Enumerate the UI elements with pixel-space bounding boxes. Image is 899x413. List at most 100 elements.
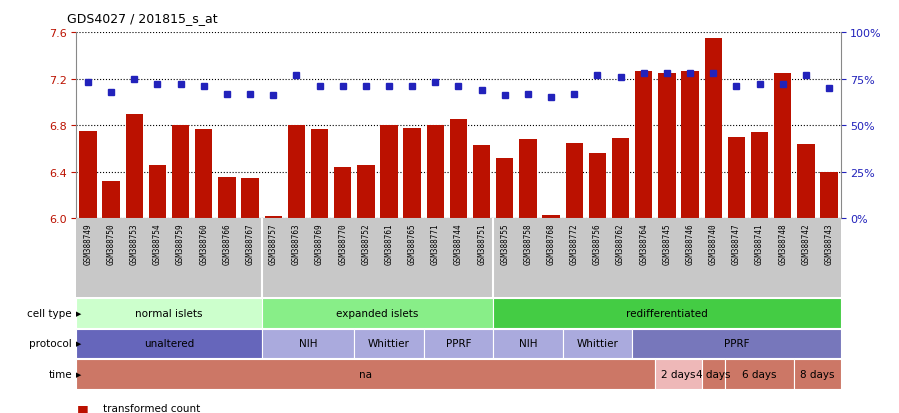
Text: GSM388767: GSM388767 bbox=[245, 223, 254, 264]
Bar bbox=[612, 139, 629, 219]
Text: GSM388745: GSM388745 bbox=[663, 223, 672, 264]
Bar bbox=[218, 177, 236, 219]
Bar bbox=[655, 359, 701, 389]
Text: GSM388750: GSM388750 bbox=[107, 223, 116, 264]
Bar bbox=[658, 74, 675, 219]
Bar bbox=[242, 178, 259, 219]
Bar bbox=[542, 216, 560, 219]
Bar bbox=[262, 329, 354, 358]
Text: expanded islets: expanded islets bbox=[336, 308, 419, 318]
Text: GSM388770: GSM388770 bbox=[338, 223, 347, 264]
Bar bbox=[820, 173, 838, 219]
Text: GSM388768: GSM388768 bbox=[547, 223, 556, 264]
Text: GSM388748: GSM388748 bbox=[779, 223, 788, 264]
Bar bbox=[380, 126, 397, 219]
Text: GSM388747: GSM388747 bbox=[732, 223, 741, 264]
Text: GSM388753: GSM388753 bbox=[129, 223, 138, 264]
Bar bbox=[126, 114, 143, 219]
Text: GSM388759: GSM388759 bbox=[176, 223, 185, 264]
Bar bbox=[354, 329, 423, 358]
Bar bbox=[79, 132, 97, 219]
Text: GSM388764: GSM388764 bbox=[639, 223, 648, 264]
Bar bbox=[404, 128, 421, 219]
Text: GSM388751: GSM388751 bbox=[477, 223, 486, 264]
Text: Whittier: Whittier bbox=[576, 339, 619, 349]
Bar bbox=[264, 216, 282, 219]
Bar bbox=[774, 74, 791, 219]
Bar bbox=[635, 71, 653, 219]
Text: GSM388752: GSM388752 bbox=[361, 223, 370, 264]
Bar bbox=[172, 126, 190, 219]
Bar bbox=[357, 166, 375, 219]
Text: GSM388771: GSM388771 bbox=[431, 223, 440, 264]
Text: GDS4027 / 201815_s_at: GDS4027 / 201815_s_at bbox=[67, 12, 218, 25]
Text: GSM388758: GSM388758 bbox=[523, 223, 532, 264]
Text: ■: ■ bbox=[76, 402, 88, 413]
Text: redifferentiated: redifferentiated bbox=[626, 308, 708, 318]
Bar bbox=[334, 168, 352, 219]
Bar bbox=[794, 359, 841, 389]
Text: GSM388740: GSM388740 bbox=[708, 223, 717, 264]
Text: GSM388766: GSM388766 bbox=[222, 223, 231, 264]
Bar bbox=[520, 140, 537, 219]
Bar bbox=[494, 329, 563, 358]
Text: protocol: protocol bbox=[29, 339, 72, 349]
Text: PPRF: PPRF bbox=[446, 339, 471, 349]
Text: GSM388754: GSM388754 bbox=[153, 223, 162, 264]
Text: GSM388762: GSM388762 bbox=[616, 223, 625, 264]
Text: ▶: ▶ bbox=[76, 371, 81, 377]
Text: cell type: cell type bbox=[27, 308, 72, 318]
Text: GSM388743: GSM388743 bbox=[824, 223, 833, 264]
Bar bbox=[195, 129, 212, 219]
Bar bbox=[705, 39, 722, 219]
Text: unaltered: unaltered bbox=[144, 339, 194, 349]
Bar bbox=[473, 146, 490, 219]
Bar bbox=[797, 145, 814, 219]
Text: GSM388742: GSM388742 bbox=[801, 223, 810, 264]
Text: GSM388741: GSM388741 bbox=[755, 223, 764, 264]
Bar bbox=[725, 359, 794, 389]
Bar bbox=[681, 71, 699, 219]
Bar bbox=[262, 298, 494, 328]
Text: normal islets: normal islets bbox=[135, 308, 203, 318]
Bar bbox=[589, 154, 606, 219]
Bar bbox=[76, 298, 262, 328]
Text: Whittier: Whittier bbox=[368, 339, 410, 349]
Bar bbox=[311, 129, 328, 219]
Text: 4 days: 4 days bbox=[696, 369, 731, 379]
Text: NIH: NIH bbox=[519, 339, 538, 349]
Bar bbox=[494, 298, 841, 328]
Text: GSM388746: GSM388746 bbox=[686, 223, 695, 264]
Text: GSM388769: GSM388769 bbox=[315, 223, 324, 264]
Text: GSM388756: GSM388756 bbox=[593, 223, 602, 264]
Bar bbox=[76, 329, 262, 358]
Bar bbox=[148, 166, 166, 219]
Text: GSM388760: GSM388760 bbox=[200, 223, 209, 264]
Text: ▶: ▶ bbox=[76, 341, 81, 347]
Text: time: time bbox=[49, 369, 72, 379]
Bar bbox=[102, 182, 120, 219]
Bar bbox=[423, 329, 494, 358]
Text: 8 days: 8 days bbox=[800, 369, 834, 379]
Bar bbox=[450, 120, 467, 219]
Text: 6 days: 6 days bbox=[743, 369, 777, 379]
Text: NIH: NIH bbox=[298, 339, 317, 349]
Text: GSM388755: GSM388755 bbox=[501, 223, 510, 264]
Text: GSM388772: GSM388772 bbox=[570, 223, 579, 264]
Bar bbox=[727, 138, 745, 219]
Bar bbox=[76, 359, 655, 389]
Bar bbox=[563, 329, 632, 358]
Text: 2 days: 2 days bbox=[662, 369, 696, 379]
Text: GSM388744: GSM388744 bbox=[454, 223, 463, 264]
Text: na: na bbox=[360, 369, 372, 379]
Text: transformed count: transformed count bbox=[103, 404, 200, 413]
Text: GSM388757: GSM388757 bbox=[269, 223, 278, 264]
Bar bbox=[427, 126, 444, 219]
Bar bbox=[751, 133, 769, 219]
Text: GSM388761: GSM388761 bbox=[385, 223, 394, 264]
Bar bbox=[632, 329, 841, 358]
Bar bbox=[496, 159, 513, 219]
Bar bbox=[288, 126, 305, 219]
Text: GSM388763: GSM388763 bbox=[292, 223, 301, 264]
Bar bbox=[565, 143, 583, 219]
